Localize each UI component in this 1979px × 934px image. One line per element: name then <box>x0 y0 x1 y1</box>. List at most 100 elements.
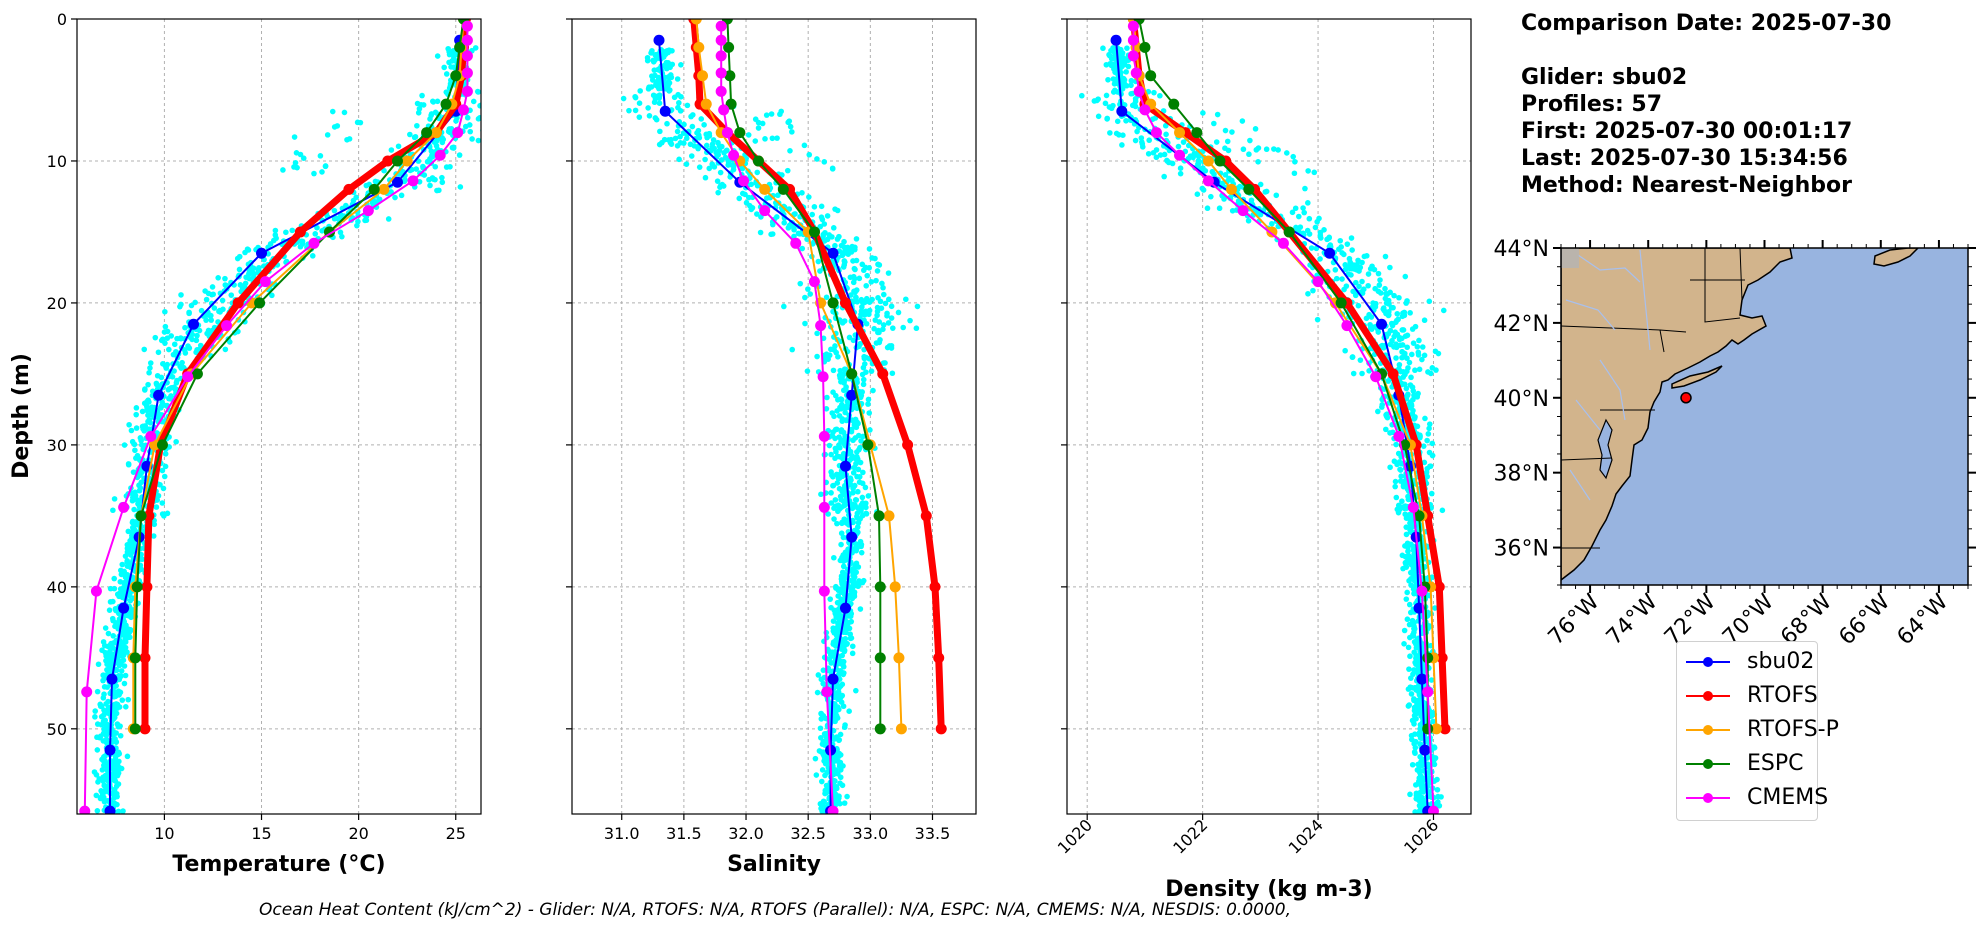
series-marker-cmems <box>1416 585 1428 597</box>
glider-obs-point <box>1399 498 1405 505</box>
glider-obs-point <box>1411 649 1418 656</box>
glider-obs-point <box>124 649 130 655</box>
glider-obs-point <box>848 587 855 594</box>
scatter-salinity <box>620 47 921 814</box>
glider-obs-point <box>850 337 857 344</box>
glider-obs-point <box>196 327 203 334</box>
glider-obs-point <box>1416 775 1423 781</box>
legend-item-espc: ESPC <box>1677 747 1817 781</box>
glider-obs-point <box>786 118 793 124</box>
glider-obs-point <box>115 751 121 758</box>
glider-obs-point <box>832 242 838 249</box>
series-marker-rtofs <box>382 155 394 167</box>
series-marker-rtofs <box>139 723 151 735</box>
glider-obs-point <box>860 433 866 440</box>
glider-obs-point <box>672 135 679 142</box>
glider-obs-point <box>1128 77 1135 84</box>
glider-obs-point <box>855 488 861 495</box>
series-marker-espc <box>135 510 147 522</box>
glider-obs-point <box>114 705 121 711</box>
glider-obs-point <box>1112 69 1119 75</box>
glider-obs-point <box>1161 173 1167 180</box>
glider-obs-point <box>636 100 643 106</box>
glider-obs-point <box>189 336 195 343</box>
glider-obs-point <box>427 156 433 162</box>
glider-obs-point <box>799 190 805 196</box>
glider-obs-point <box>769 135 776 142</box>
glider-obs-point <box>94 721 101 727</box>
glider-obs-point <box>818 491 824 498</box>
grid-salinity <box>572 18 976 814</box>
x-tick-label: 10 <box>154 824 174 843</box>
glider-obs-point <box>312 231 319 237</box>
glider-obs-point <box>860 381 867 388</box>
legend-item-rtofs: RTOFS <box>1677 679 1818 713</box>
glider-obs-point <box>203 296 210 303</box>
glider-obs-point <box>125 461 132 468</box>
series-marker-cmems <box>1407 501 1419 513</box>
series-marker-espc <box>368 183 380 195</box>
glider-obs-point <box>704 134 710 141</box>
glider-obs-point <box>102 786 109 793</box>
series-marker-espc <box>874 723 886 735</box>
glider-obs-point <box>844 640 850 647</box>
glider-obs-point <box>807 291 814 297</box>
glider-obs-point <box>818 676 825 683</box>
glider-obs-point <box>1359 259 1365 266</box>
glider-obs-point <box>802 320 808 327</box>
glider-obs-point <box>1370 300 1376 306</box>
glider-obs-point <box>1400 327 1407 333</box>
glider-obs-point <box>1382 426 1389 433</box>
series-marker-cmems <box>81 686 93 698</box>
glider-obs-point <box>1411 712 1418 719</box>
glider-obs-point <box>118 673 124 679</box>
glider-obs-point <box>1408 691 1415 697</box>
glider-obs-point <box>854 505 861 511</box>
glider-obs-point <box>138 442 145 448</box>
glider-obs-point <box>853 294 859 301</box>
glider-obs-point <box>1301 209 1308 216</box>
y-tick-label: 50 <box>47 720 67 739</box>
glider-obs-point <box>141 387 148 393</box>
series-marker-cmems <box>790 237 802 249</box>
glider-obs-point <box>1165 159 1172 166</box>
map-lon-label: 64°W <box>1893 589 1954 650</box>
glider-obs-point <box>1202 167 1209 174</box>
glider-obs-point <box>1415 390 1421 397</box>
series-marker-cmems <box>259 276 271 288</box>
glider-obs-point <box>837 444 843 451</box>
glider-obs-point <box>1417 761 1424 768</box>
glider-obs-point <box>1344 241 1351 247</box>
glider-obs-point <box>824 769 830 776</box>
glider-obs-point <box>851 275 858 282</box>
glider-obs-point <box>1419 356 1425 363</box>
glider-obs-point <box>1435 350 1442 357</box>
glider-obs-point <box>151 521 158 528</box>
glider-obs-point <box>292 159 299 166</box>
glider-obs-point <box>852 244 858 251</box>
series-marker-sbu02 <box>391 176 403 188</box>
glider-obs-point <box>878 305 885 311</box>
glider-obs-point <box>818 203 825 210</box>
glider-obs-point <box>833 638 840 645</box>
map-lat-label: 36°N <box>1494 537 1549 562</box>
glider-obs-point <box>273 235 279 242</box>
series-marker-espc <box>1422 723 1434 735</box>
glider-obs-point <box>832 610 839 617</box>
glider-obs-point <box>1399 349 1406 355</box>
series-marker-rtofs <box>935 723 947 735</box>
glider-obs-point <box>832 497 839 503</box>
glider-obs-point <box>111 777 117 783</box>
glider-obs-point <box>857 340 864 347</box>
series-marker-cmems <box>759 205 771 217</box>
glider-obs-point <box>95 661 102 668</box>
series-marker-rtofs <box>294 226 306 238</box>
series-marker-rtofs <box>877 368 889 380</box>
series-marker-espc <box>1413 510 1425 522</box>
series-marker-sbu02 <box>1416 673 1428 685</box>
glider-obs-point <box>852 435 859 441</box>
glider-obs-point <box>300 155 307 161</box>
series-density <box>1110 19 1451 814</box>
glider-obs-point <box>341 109 348 116</box>
glider-obs-point <box>102 721 108 727</box>
